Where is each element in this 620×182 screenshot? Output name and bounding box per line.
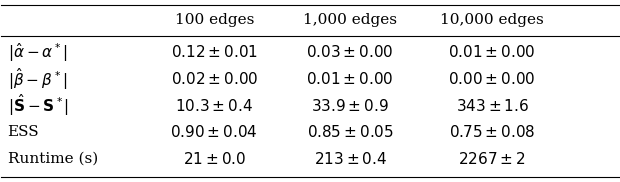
Text: $0.90 \pm 0.04$: $0.90 \pm 0.04$ — [170, 124, 258, 140]
Text: $|\hat{\beta} - \beta^*|$: $|\hat{\beta} - \beta^*|$ — [7, 66, 67, 92]
Text: $213 \pm 0.4$: $213 \pm 0.4$ — [314, 151, 387, 167]
Text: $0.01 \pm 0.00$: $0.01 \pm 0.00$ — [448, 44, 536, 60]
Text: $|\hat{\alpha} - \alpha^*|$: $|\hat{\alpha} - \alpha^*|$ — [7, 41, 68, 64]
Text: $0.75 \pm 0.08$: $0.75 \pm 0.08$ — [449, 124, 535, 140]
Text: $0.02 \pm 0.00$: $0.02 \pm 0.00$ — [170, 71, 258, 87]
Text: ESS: ESS — [7, 125, 39, 139]
Text: $0.01 \pm 0.00$: $0.01 \pm 0.00$ — [306, 71, 394, 87]
Text: $343 \pm 1.6$: $343 \pm 1.6$ — [456, 98, 529, 114]
Text: $0.85 \pm 0.05$: $0.85 \pm 0.05$ — [307, 124, 394, 140]
Text: $10.3 \pm 0.4$: $10.3 \pm 0.4$ — [175, 98, 254, 114]
Text: 10,000 edges: 10,000 edges — [440, 13, 544, 27]
Text: $|\hat{\mathbf{S}} - \mathbf{S}^*|$: $|\hat{\mathbf{S}} - \mathbf{S}^*|$ — [7, 93, 69, 118]
Text: 1,000 edges: 1,000 edges — [303, 13, 397, 27]
Text: $33.9 \pm 0.9$: $33.9 \pm 0.9$ — [311, 98, 389, 114]
Text: $2267 \pm 2$: $2267 \pm 2$ — [458, 151, 526, 167]
Text: $0.03 \pm 0.00$: $0.03 \pm 0.00$ — [306, 44, 394, 60]
Text: $21 \pm 0.0$: $21 \pm 0.0$ — [183, 151, 246, 167]
Text: 100 edges: 100 edges — [175, 13, 254, 27]
Text: Runtime (s): Runtime (s) — [7, 152, 98, 166]
Text: $0.00 \pm 0.00$: $0.00 \pm 0.00$ — [448, 71, 536, 87]
Text: $0.12 \pm 0.01$: $0.12 \pm 0.01$ — [170, 44, 258, 60]
